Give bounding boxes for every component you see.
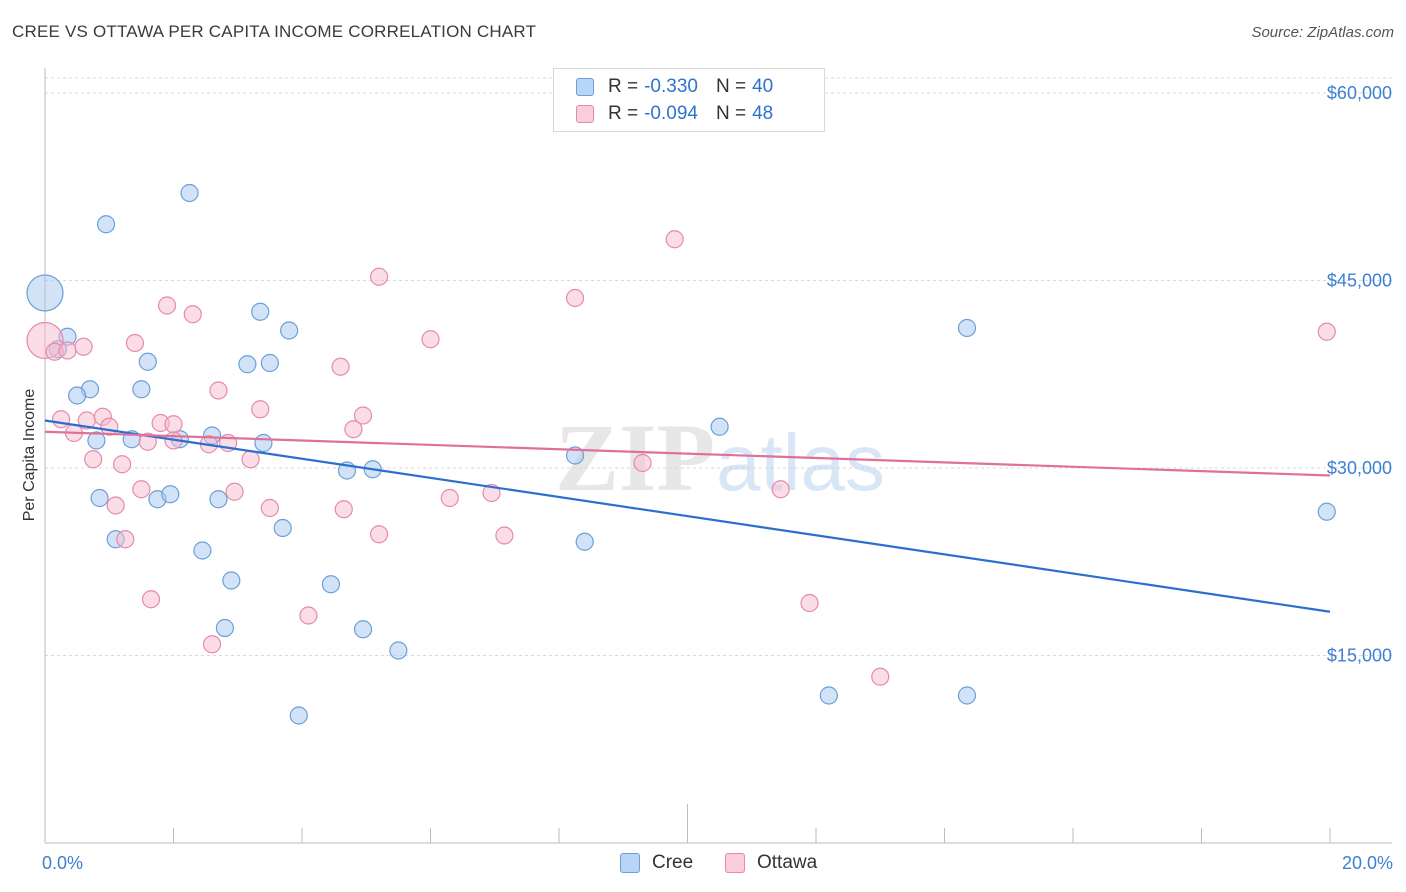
cree-point [209, 490, 228, 509]
cree-point [90, 488, 109, 508]
ottawa-point [209, 381, 228, 400]
series-legend: Cree Ottawa [0, 852, 1406, 878]
ottawa-point [353, 406, 373, 425]
cree-point [289, 706, 308, 725]
ottawa-point [421, 330, 440, 349]
series-legend-ottawa: Ottawa [725, 852, 817, 874]
legend-n-value: 48 [752, 103, 774, 124]
ottawa-point [74, 337, 93, 356]
ottawa-point [112, 455, 132, 474]
ottawa-point [106, 496, 125, 515]
cree-point [280, 321, 299, 340]
cree-point [161, 485, 180, 504]
cree-point [180, 183, 199, 203]
cree-point [819, 686, 838, 705]
cree-point [273, 518, 292, 538]
ottawa-point [633, 453, 652, 473]
ottawa-point [334, 500, 353, 519]
cree-point [96, 215, 116, 234]
cree-point [222, 571, 241, 590]
cree-point [193, 541, 212, 560]
cree-point [957, 686, 977, 705]
ottawa-point [260, 498, 279, 518]
cree-point [389, 641, 408, 660]
ottawa-point [370, 267, 389, 286]
legend-r-value: -0.094 [644, 103, 698, 124]
y-tick-label: $30,000 [1327, 458, 1392, 478]
cree-legend-swatch [620, 853, 640, 873]
series-legend-cree: Cree [620, 852, 693, 874]
legend-r-value: -0.330 [644, 76, 698, 97]
cree-point [575, 532, 594, 551]
legend-n-label: N = [715, 103, 747, 124]
chart-title: CREE VS OTTAWA PER CAPITA INCOME CORRELA… [12, 22, 537, 41]
ottawa-point [1317, 322, 1336, 341]
legend-r-label: R = [608, 103, 639, 124]
ottawa-point [51, 410, 71, 429]
ottawa-point [331, 357, 350, 376]
ottawa-point [251, 400, 270, 419]
cree-point [957, 318, 977, 338]
cree-point [260, 353, 279, 373]
ottawa-legend-label: Ottawa [757, 852, 818, 873]
y-tick-label: $15,000 [1327, 646, 1392, 666]
ottawa-point [800, 593, 819, 613]
ottawa-point [370, 525, 389, 544]
ottawa-point [771, 480, 790, 499]
cree-point [238, 355, 257, 374]
ottawa-legend-swatch [725, 853, 745, 873]
ottawa-point [183, 305, 202, 324]
y-tick-label: $45,000 [1327, 271, 1392, 291]
cree-point [353, 620, 373, 639]
cree-point [215, 618, 234, 638]
ottawa-point [665, 230, 684, 249]
ottawa-trend-line [44, 430, 1331, 477]
ottawa-point [225, 482, 244, 501]
ottawa-point [157, 296, 177, 315]
correlation-legend: R = -0.330 N = 40 R = -0.094 N = 48 [553, 68, 825, 132]
source-label: Source: ZipAtlas.com [1251, 24, 1394, 41]
cree-point [68, 386, 87, 405]
ottawa-point [125, 333, 145, 353]
cree-point [138, 352, 157, 371]
ottawa-point [565, 288, 585, 308]
legend-n-label: N = [715, 76, 747, 97]
ottawa-point [241, 450, 260, 469]
ottawa-point [482, 483, 501, 503]
y-tick-label: $60,000 [1327, 83, 1392, 103]
ottawa-point [132, 480, 151, 499]
cree-legend-label: Cree [652, 852, 694, 873]
cree-point [565, 446, 585, 465]
ottawa-point [202, 635, 222, 654]
legend-row-ottawa: R = -0.094 N = 48 [576, 101, 773, 127]
x-tick-label: 0.0% [42, 853, 83, 873]
cree-swatch [576, 78, 594, 96]
cree-point [26, 274, 64, 312]
ottawa-point [84, 450, 103, 469]
watermark-atlas: atlas [716, 418, 885, 507]
cree-point [132, 380, 151, 399]
legend-r-label: R = [608, 76, 639, 97]
cree-point [254, 433, 273, 453]
cree-point [321, 575, 341, 594]
ottawa-point [141, 590, 161, 609]
legend-n-value: 40 [752, 76, 774, 97]
ottawa-point [299, 606, 318, 625]
cree-point [710, 417, 729, 436]
cree-point [251, 302, 270, 321]
cree-point [87, 431, 106, 450]
ottawa-point [164, 415, 183, 434]
ottawa-point [440, 488, 459, 508]
ottawa-point [116, 530, 135, 549]
cree-trend-line [44, 419, 1331, 613]
ottawa-point [344, 420, 363, 439]
legend-row-cree: R = -0.330 N = 40 [576, 74, 773, 100]
ottawa-swatch [576, 105, 594, 123]
cree-point [1317, 502, 1336, 521]
ottawa-point [495, 526, 514, 545]
x-tick-label: 20.0% [1342, 853, 1393, 873]
ottawa-point [58, 341, 77, 360]
ottawa-point [871, 667, 890, 686]
